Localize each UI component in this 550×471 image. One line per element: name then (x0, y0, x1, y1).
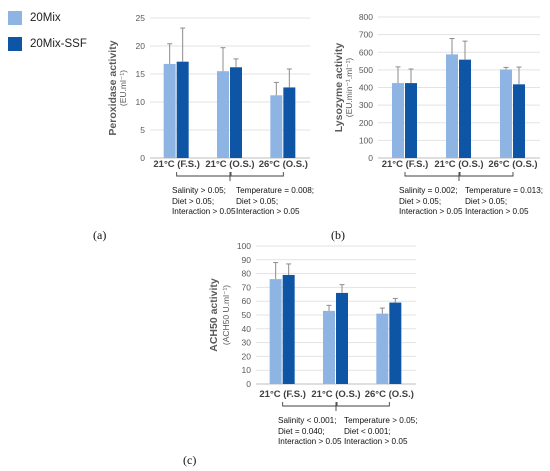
bracket-temperature-c (336, 402, 390, 407)
category-label-c-1: 21°C (O.S.) (311, 389, 360, 400)
bar-b-2-0 (500, 69, 512, 158)
category-label-b-0: 21°C (F.S.) (382, 159, 429, 170)
ytick-label-c-40: 40 (242, 324, 252, 334)
bar-a-1-1 (230, 67, 242, 158)
stats-a-salinity: Salinity > 0.05; Diet > 0.05; Interactio… (172, 186, 236, 216)
bar-b-1-1 (459, 59, 471, 159)
legend-item-20mix-ssf: 20Mix-SSF (8, 34, 87, 54)
ytick-label-b-0: 0 (368, 153, 373, 163)
yaxis-unit-c: (ACH50 U.ml⁻¹) (221, 285, 231, 345)
bar-b-2-1 (513, 84, 525, 158)
ytick-label-c-0: 0 (246, 379, 251, 389)
ytick-label-c-10: 10 (242, 365, 252, 375)
bar-c-0-1 (282, 274, 295, 384)
bar-b-1-0 (446, 54, 458, 158)
ytick-label-b-100: 100 (359, 135, 373, 145)
panel-label-a: (a) (93, 228, 107, 242)
category-label-a-2: 26°C (O.S.) (259, 159, 308, 170)
category-label-a-0: 21°C (F.S.) (153, 159, 200, 170)
ytick-label-b-600: 600 (359, 47, 373, 57)
ytick-label-a-5: 5 (140, 125, 145, 135)
yaxis-title-c: ACH50 activity (208, 278, 220, 352)
yaxis-unit-a: (EU.ml⁻¹) (118, 70, 128, 106)
yaxis-title-a: Peroxidase activity (107, 40, 119, 135)
ytick-label-a-25: 25 (136, 13, 146, 23)
panel-label-c: (c) (183, 453, 197, 467)
ytick-label-b-700: 700 (359, 30, 373, 40)
bar-c-2-1 (389, 302, 402, 384)
ytick-label-a-15: 15 (136, 69, 146, 79)
ytick-label-c-60: 60 (242, 296, 252, 306)
ytick-label-a-0: 0 (140, 153, 145, 163)
legend-label-20mix-ssf: 20Mix-SSF (30, 38, 87, 50)
panel-label-b: (b) (331, 228, 345, 242)
ytick-label-b-200: 200 (359, 118, 373, 128)
legend-label-20mix: 20Mix (30, 12, 61, 24)
legend-swatch-20mix (8, 11, 22, 25)
category-label-c-0: 21°C (F.S.) (259, 389, 306, 400)
bracket-temperature-b (459, 172, 514, 177)
ytick-label-c-30: 30 (242, 338, 252, 348)
bar-c-0-0 (269, 279, 282, 384)
bar-c-1-0 (323, 310, 335, 384)
stats-b-salinity: Salinity = 0.002; Diet > 0.05; Interacti… (399, 186, 463, 216)
bracket-salinity-b (404, 172, 460, 177)
bar-a-2-1 (283, 87, 296, 158)
yaxis-unit-b: (EU.min⁻¹.ml⁻¹) (344, 58, 354, 118)
ytick-label-b-500: 500 (359, 65, 373, 75)
stats-a-temperature: Temperature = 0.008; Diet > 0.05; Intera… (236, 186, 315, 216)
ytick-label-c-90: 90 (242, 255, 252, 265)
ytick-label-b-800: 800 (359, 12, 373, 22)
bar-b-0-1 (405, 83, 417, 158)
category-label-a-1: 21°C (O.S.) (205, 159, 254, 170)
category-label-b-1: 21°C (O.S.) (434, 159, 483, 170)
bar-b-0-0 (392, 83, 404, 158)
ytick-label-c-80: 80 (242, 269, 252, 279)
ytick-label-b-400: 400 (359, 83, 373, 93)
legend-swatch-20mix-ssf (8, 37, 22, 51)
yaxis-title-b: Lysozyme activity (333, 43, 345, 133)
bracket-salinity-c (282, 402, 337, 407)
bar-a-2-0 (270, 95, 283, 158)
stats-b-temperature: Temperature = 0.013; Diet > 0.05; Intera… (465, 186, 544, 216)
bar-a-1-0 (217, 71, 229, 158)
ytick-label-b-300: 300 (359, 100, 373, 110)
ytick-label-c-50: 50 (242, 310, 252, 320)
stats-c-temperature: Temperature > 0.05; Diet < 0.001; Intera… (344, 416, 418, 446)
ytick-label-a-20: 20 (136, 41, 146, 51)
ytick-label-c-20: 20 (242, 351, 252, 361)
legend-item-20mix: 20Mix (8, 8, 87, 28)
ytick-label-a-10: 10 (136, 97, 146, 107)
legend: 20Mix 20Mix-SSF (8, 8, 87, 60)
bar-a-0-0 (163, 63, 176, 158)
stats-c-salinity: Salinity < 0.001; Diet = 0.040; Interact… (278, 416, 342, 446)
ytick-label-c-100: 100 (237, 241, 251, 251)
bracket-salinity-a (176, 172, 231, 177)
bar-a-0-1 (176, 61, 189, 158)
category-label-b-2: 26°C (O.S.) (488, 159, 537, 170)
bracket-temperature-a (230, 172, 284, 177)
bar-c-1-1 (336, 292, 348, 384)
bar-c-2-0 (376, 313, 389, 384)
category-label-c-2: 26°C (O.S.) (365, 389, 414, 400)
ytick-label-c-70: 70 (242, 282, 252, 292)
